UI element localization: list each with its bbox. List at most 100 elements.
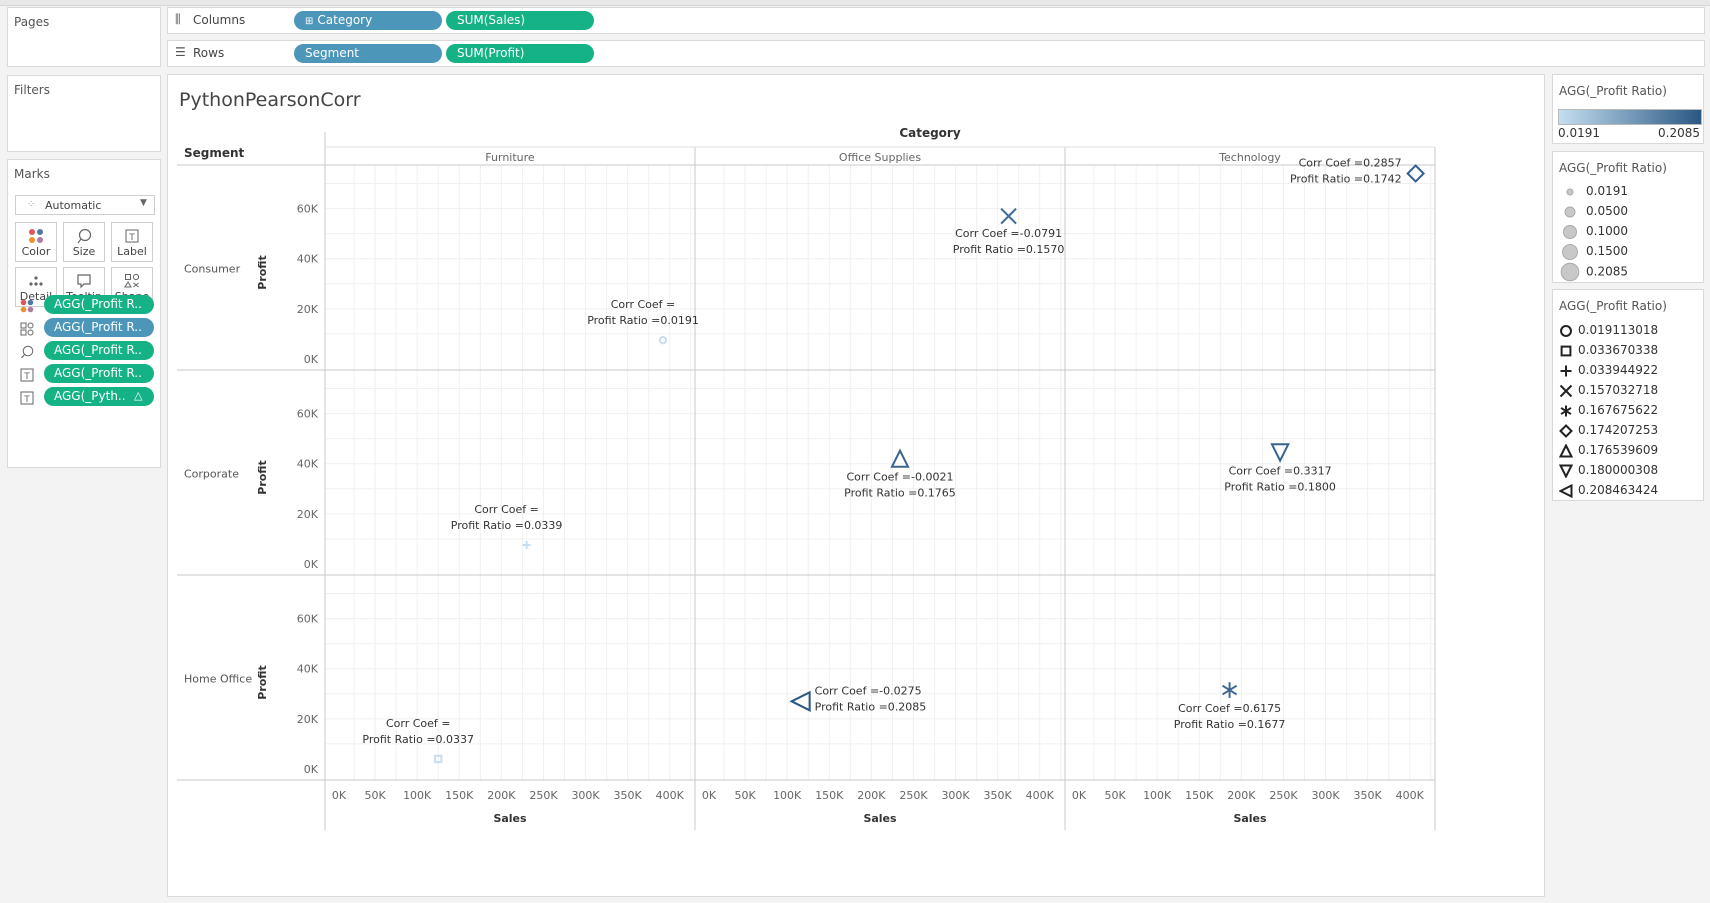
- shape-legend-glyph: [1558, 464, 1574, 479]
- x-tick-label: 200K: [487, 789, 516, 802]
- shape-legend-item: 0.157032718: [1559, 381, 1658, 399]
- data-point-plus: [522, 541, 531, 549]
- color-button[interactable]: Color: [15, 222, 57, 262]
- x-tick-label: 300K: [1311, 789, 1340, 802]
- mark-field-pill[interactable]: AGG(_Profit R..: [44, 295, 154, 314]
- label-button[interactable]: T Label: [111, 222, 153, 262]
- x-tick-label: 350K: [1354, 789, 1383, 802]
- mark-field-pill[interactable]: AGG(_Profit R..: [44, 364, 154, 383]
- sum-sales-pill[interactable]: SUM(Sales): [446, 11, 594, 30]
- columns-icon: ⫼: [175, 12, 181, 26]
- size-legend-label: 0.0191: [1586, 184, 1628, 198]
- pages-panel[interactable]: Pages: [7, 7, 161, 67]
- size-circle-icon: [1566, 188, 1574, 195]
- mark-field-pill[interactable]: AGG(_Profit R..: [44, 341, 154, 360]
- size-legend[interactable]: AGG(_Profit Ratio) 0.0191 0.0500 0.1000 …: [1552, 151, 1704, 283]
- color-legend-min: 0.0191: [1558, 126, 1600, 140]
- size-legend-item: 0.2085: [1559, 262, 1628, 282]
- shape-legend-glyph: [1558, 442, 1574, 457]
- data-point-triangle-up: [890, 448, 910, 468]
- y-tick-label: 20K: [297, 303, 319, 316]
- shape-legend-glyph: [1559, 423, 1573, 438]
- size-circle-icon: [1564, 206, 1576, 217]
- x-tick-label: 150K: [815, 789, 844, 802]
- mark-field-pill[interactable]: AGG(_Profit R..: [44, 318, 154, 337]
- profit-ratio-label: Profit Ratio =0.2085: [815, 700, 927, 713]
- y-tick-label: 0K: [304, 763, 319, 776]
- sum-profit-pill[interactable]: SUM(Profit): [446, 44, 594, 63]
- size-legend-item: 0.1500: [1559, 242, 1628, 260]
- profit-ratio-label: Profit Ratio =0.0191: [587, 314, 699, 327]
- size-legend-item: 0.0191: [1559, 182, 1628, 200]
- segment-label: Home Office: [184, 673, 252, 686]
- profit-ratio-label: Profit Ratio =0.1765: [844, 487, 956, 500]
- triangle-down-icon: [1558, 464, 1574, 479]
- mark-field-pill[interactable]: AGG(_Pyth..: [44, 387, 154, 406]
- circle-icon: [1560, 324, 1572, 337]
- expand-icon: ⊞: [305, 16, 314, 27]
- size-button[interactable]: Size: [63, 222, 105, 262]
- size-legend-item: 0.0500: [1559, 202, 1628, 220]
- shape-legend-item: 0.033944922: [1559, 361, 1658, 379]
- mark-field-label[interactable]: T AGG(_Profit R..: [16, 364, 158, 384]
- warning-triangle-icon: △: [134, 389, 143, 402]
- asterisk-icon: [1560, 405, 1572, 416]
- shape-legend-item: 0.180000308: [1558, 461, 1658, 479]
- size-circle-icon: [1560, 262, 1580, 282]
- label-icon: T: [20, 390, 34, 405]
- filters-panel[interactable]: Filters: [7, 75, 161, 152]
- color-legend[interactable]: AGG(_Profit Ratio) 0.0191 0.2085: [1552, 74, 1704, 144]
- columns-shelf[interactable]: ⫼ Columns ⊞ Category SUM(Sales): [167, 7, 1705, 34]
- mark-type-dropdown[interactable]: ⁘ Automatic ▼: [15, 195, 155, 215]
- square-icon: [1560, 345, 1572, 356]
- color-legend-max: 0.2085: [1658, 126, 1700, 140]
- svg-text:T: T: [23, 372, 30, 382]
- size-icon: [64, 228, 104, 247]
- color-ramp: [1558, 109, 1702, 125]
- rows-shelf[interactable]: ☰ Rows Segment SUM(Profit): [167, 40, 1705, 67]
- color-button-label: Color: [21, 245, 51, 258]
- plus-icon: [1560, 365, 1572, 376]
- mark-field-size[interactable]: AGG(_Profit R..: [16, 341, 158, 361]
- corr-coef-label: Corr Coef =: [474, 503, 539, 516]
- x-tick-label: 350K: [614, 789, 643, 802]
- shape-icon: [112, 273, 152, 292]
- mark-type-label: Automatic: [45, 199, 102, 212]
- mark-field-label-corr[interactable]: T AGG(_Pyth.. △: [16, 387, 158, 407]
- category-header-label: Technology: [1218, 151, 1281, 164]
- svg-text:T: T: [23, 395, 30, 405]
- y-tick-label: 0K: [304, 353, 319, 366]
- x-tick-label: 0K: [702, 789, 717, 802]
- x-tick-label: 350K: [984, 789, 1013, 802]
- shape-legend-label: 0.157032718: [1578, 383, 1659, 397]
- profit-axis-title: Profit: [256, 665, 269, 699]
- x-tick-label: 200K: [857, 789, 886, 802]
- x-tick-label: 300K: [571, 789, 600, 802]
- x-tick-label: 400K: [1026, 789, 1055, 802]
- mark-field-shape[interactable]: AGG(_Profit R..: [16, 318, 158, 338]
- shape-legend-title: AGG(_Profit Ratio): [1559, 299, 1667, 313]
- color-dots-icon: [20, 298, 34, 313]
- triangle-left-icon: [1558, 483, 1573, 498]
- data-point-triangle-left: [789, 690, 811, 712]
- corr-coef-label: Corr Coef =0.2857: [1299, 157, 1402, 170]
- shape-legend-glyph: [1560, 405, 1572, 416]
- x-tick-label: 0K: [332, 789, 347, 802]
- label-button-label: Label: [117, 245, 147, 258]
- corr-coef-label: Corr Coef =: [386, 717, 451, 730]
- segment-pill[interactable]: Segment: [294, 44, 442, 63]
- data-point-diamond: [1406, 164, 1426, 183]
- mark-field-color[interactable]: AGG(_Profit R..: [16, 295, 158, 315]
- profit-ratio-label: Profit Ratio =0.1742: [1290, 173, 1402, 186]
- corr-coef-label: Corr Coef =: [611, 298, 676, 311]
- shape-legend-label: 0.167675622: [1578, 403, 1659, 417]
- size-legend-item: 0.1000: [1559, 222, 1628, 240]
- category-pill[interactable]: ⊞ Category: [294, 11, 442, 30]
- corr-coef-label: Corr Coef =-0.0275: [815, 684, 922, 697]
- shape-legend[interactable]: AGG(_Profit Ratio) 0.019113018 0.03367033…: [1552, 289, 1704, 501]
- size-button-label: Size: [72, 245, 96, 258]
- size-circle-icon: [1563, 224, 1577, 239]
- shape-legend-item: 0.019113018: [1559, 321, 1658, 339]
- size-legend-label: 0.1000: [1586, 224, 1628, 238]
- x-tick-label: 100K: [773, 789, 802, 802]
